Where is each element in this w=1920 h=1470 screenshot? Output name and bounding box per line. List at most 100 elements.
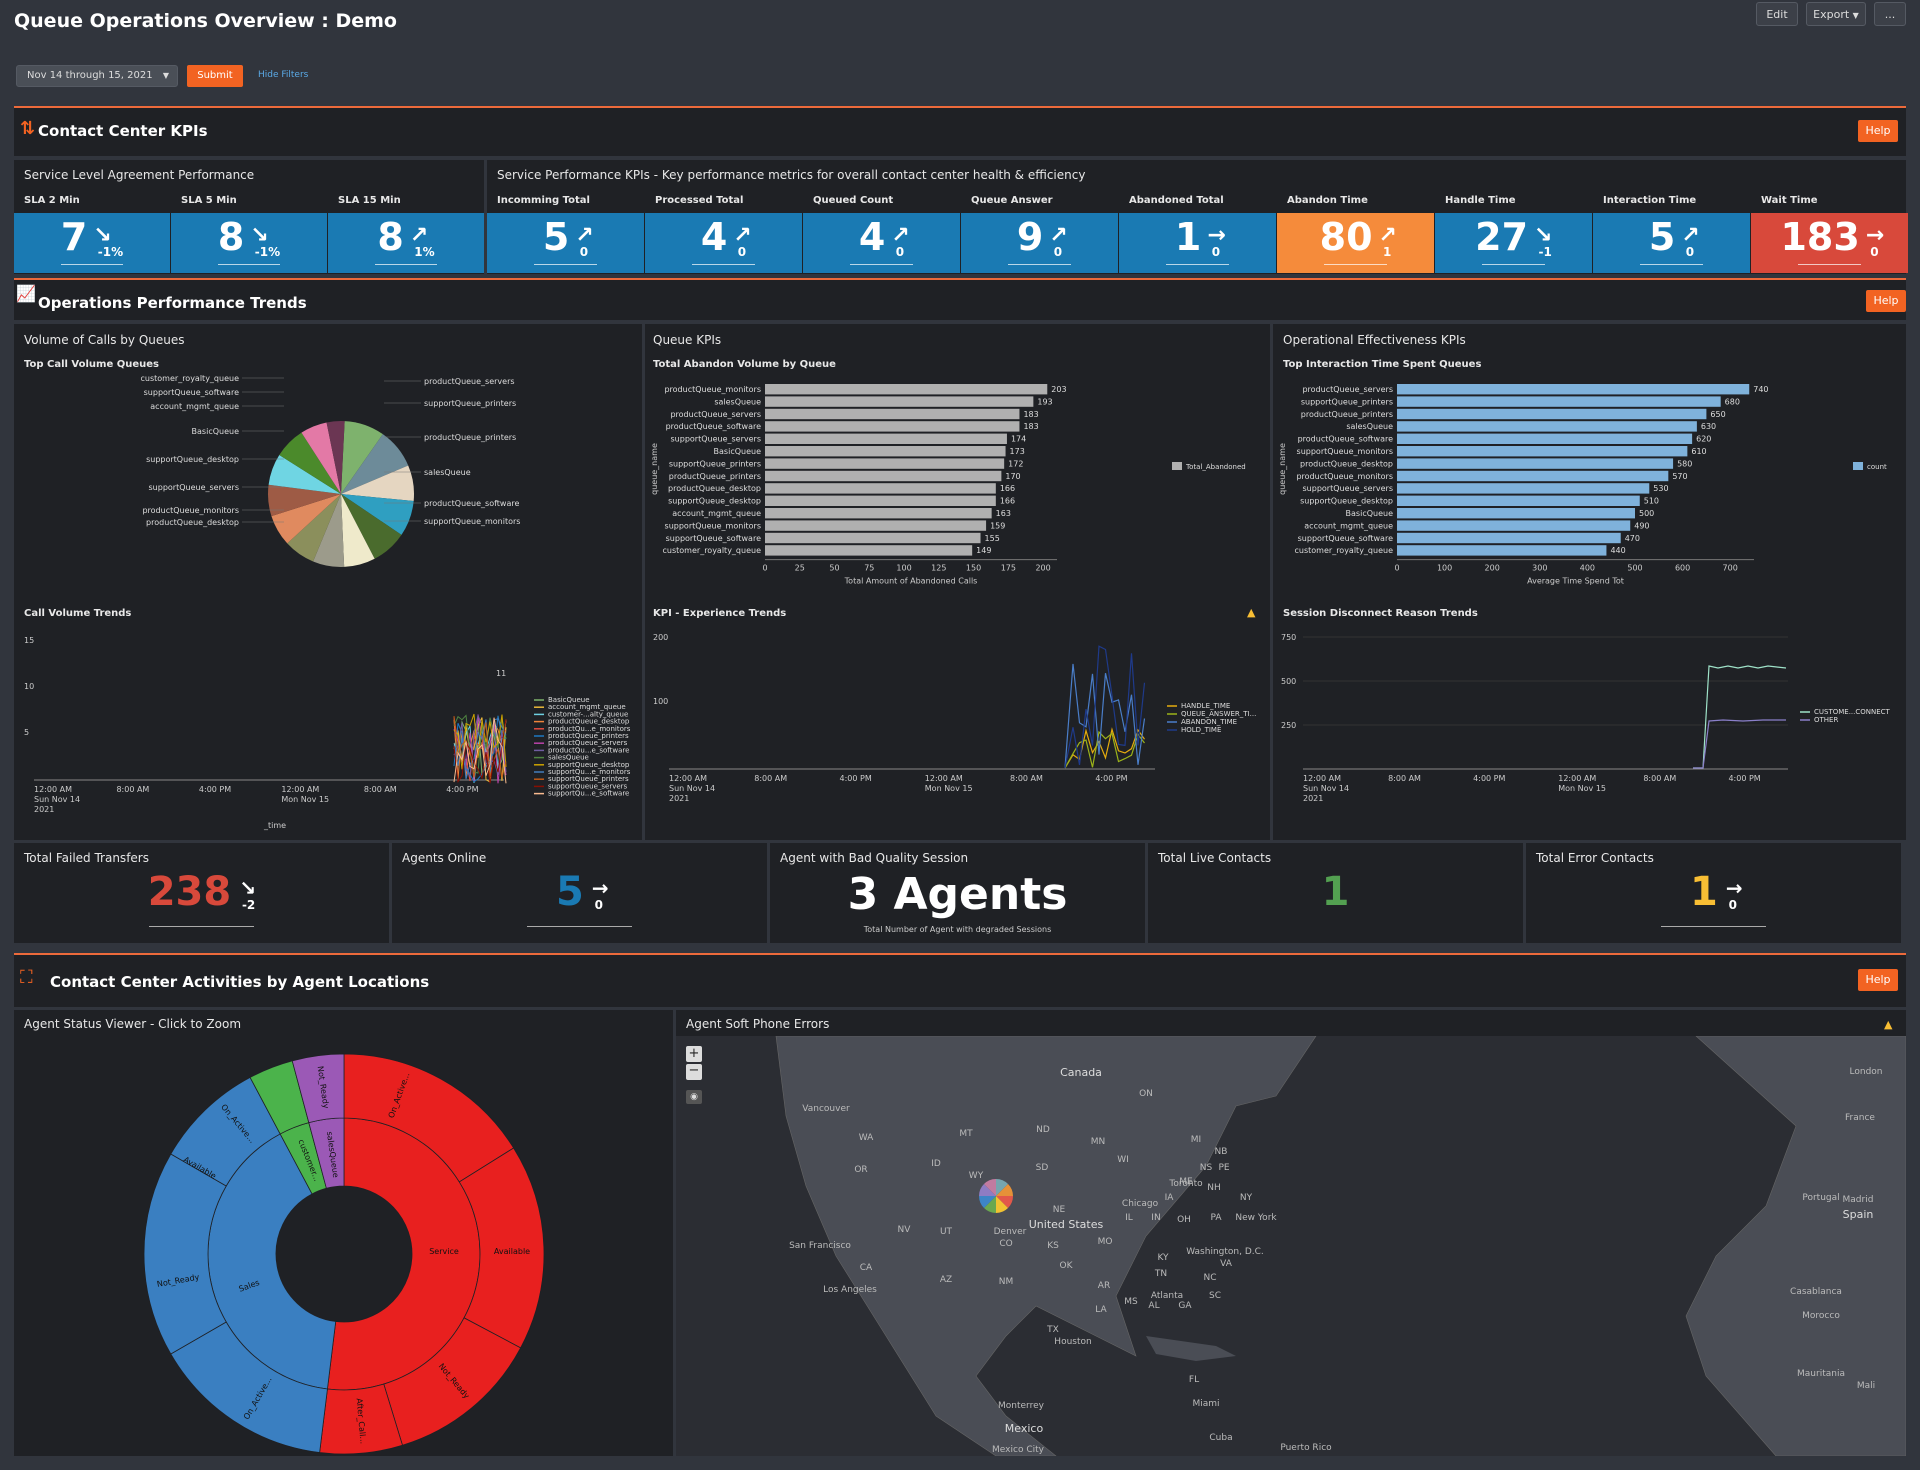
service-kpi-tile[interactable]: 1 →0: [1119, 213, 1276, 273]
pie-slice[interactable]: [313, 494, 345, 567]
pie-slice[interactable]: [287, 494, 341, 562]
bar-value-label: 149: [976, 546, 991, 555]
bar[interactable]: [765, 433, 1007, 444]
error-pie-marker-slice[interactable]: [983, 1196, 996, 1213]
hide-filters-link[interactable]: Hide Filters: [258, 70, 309, 80]
bar[interactable]: [1397, 520, 1631, 531]
service-kpi-tile[interactable]: 9 ↗0: [961, 213, 1118, 273]
bar-value-label: 490: [1634, 521, 1649, 530]
pie-slice[interactable]: [271, 494, 341, 544]
edit-button[interactable]: Edit: [1756, 2, 1798, 26]
pie-slice[interactable]: [341, 421, 383, 494]
bar[interactable]: [1397, 470, 1669, 482]
bar[interactable]: [765, 408, 1020, 420]
legend-swatch: [1853, 462, 1863, 470]
pie-slice[interactable]: [341, 434, 409, 494]
bar[interactable]: [1397, 384, 1750, 395]
bar[interactable]: [1397, 532, 1621, 544]
bar[interactable]: [765, 520, 987, 531]
stat-title: Total Live Contacts: [1158, 851, 1272, 865]
zoom-out-button[interactable]: −: [686, 1064, 702, 1080]
bar[interactable]: [1397, 495, 1640, 506]
bar[interactable]: [765, 508, 992, 519]
error-pie-marker-slice[interactable]: [996, 1183, 1013, 1196]
service-kpi-tile[interactable]: 80 ↗1: [1277, 213, 1434, 273]
y-axis-label: queue_name: [1278, 443, 1287, 495]
service-kpi-tile[interactable]: 5 ↗0: [1593, 213, 1750, 273]
error-pie-marker-slice[interactable]: [979, 1196, 996, 1209]
soft-phone-error-map[interactable]: Canada ON Vancouver WA MT ND MN OR ID WY SD WI MI NB P…: [676, 1036, 1906, 1456]
bar[interactable]: [765, 446, 1006, 457]
bar[interactable]: [1397, 483, 1650, 494]
x-tick-label: 4:00 PM: [446, 785, 478, 794]
pie-slice[interactable]: [341, 465, 414, 502]
locations-help-button[interactable]: Help: [1858, 969, 1898, 991]
bar[interactable]: [765, 532, 981, 544]
sla-tile[interactable]: 8 ↗1%: [328, 213, 484, 273]
service-kpi-tile[interactable]: 183 →0: [1751, 213, 1908, 273]
service-kpi-tile[interactable]: 4 ↗0: [803, 213, 960, 273]
kpi-help-button[interactable]: Help: [1858, 120, 1898, 142]
warning-icon[interactable]: ▲: [1884, 1018, 1893, 1031]
stat-delta: 0: [1728, 898, 1737, 912]
map-label: Toronto: [1168, 1179, 1203, 1189]
pie-slice[interactable]: [279, 432, 341, 494]
bar[interactable]: [1397, 421, 1697, 432]
service-kpi-tile[interactable]: 5 ↗0: [487, 213, 644, 273]
bar[interactable]: [1397, 545, 1607, 556]
service-kpi-tile[interactable]: 4 ↗0: [645, 213, 802, 273]
trends-help-button[interactable]: Help: [1866, 290, 1906, 312]
stat-delta: -2: [241, 898, 256, 912]
pie-slice[interactable]: [341, 494, 375, 567]
bar[interactable]: [1397, 433, 1693, 444]
sla-tile[interactable]: 8 ↘-1%: [171, 213, 327, 273]
sunburst-segment[interactable]: [291, 1053, 345, 1124]
pie-slice[interactable]: [301, 422, 341, 494]
pie-slice[interactable]: [326, 421, 345, 494]
bar-value-label: 183: [1023, 410, 1038, 419]
trend-arrow-icon: →: [1725, 876, 1743, 900]
bar[interactable]: [765, 483, 996, 494]
x-axis-label: Average Time Spend Tot: [1527, 577, 1624, 586]
bar[interactable]: [765, 421, 1020, 432]
interaction-chart-title: Top Interaction Time Spent Queues: [1283, 359, 1482, 370]
zoom-in-button[interactable]: +: [686, 1046, 702, 1062]
error-pie-marker-slice[interactable]: [996, 1196, 1013, 1209]
date-range-picker[interactable]: Nov 14 through 15, 2021 ▼: [16, 65, 178, 87]
export-button[interactable]: Export ▼: [1806, 2, 1866, 26]
bar[interactable]: [1397, 408, 1707, 420]
map-label: ME: [1179, 1177, 1193, 1187]
pie-slice[interactable]: [341, 494, 402, 559]
bar[interactable]: [765, 470, 1002, 482]
pie-slice[interactable]: [268, 455, 341, 494]
pie-slice[interactable]: [341, 494, 414, 535]
bar-category-label: productQueue_software: [1298, 435, 1393, 444]
service-kpi-value: 1: [1174, 215, 1202, 259]
trend-arrow-icon: ↘: [93, 223, 112, 248]
bar[interactable]: [765, 384, 1048, 395]
camera-icon[interactable]: ◉: [686, 1090, 702, 1104]
agent-status-sunburst[interactable]: On_Active...Service AvailableNot_ReadyAft…: [14, 1034, 673, 1454]
error-pie-marker-slice[interactable]: [983, 1179, 996, 1196]
bar[interactable]: [1397, 446, 1688, 457]
bar[interactable]: [765, 458, 1005, 469]
submit-button[interactable]: Submit: [187, 65, 243, 87]
bar-category-label: productQueue_monitors: [664, 385, 761, 394]
legend-label: supportQueue_printers: [548, 775, 629, 783]
error-pie-marker-slice[interactable]: [979, 1183, 996, 1196]
bar-category-label: productQueue_servers: [670, 410, 761, 419]
bar[interactable]: [765, 545, 973, 556]
bar[interactable]: [1397, 508, 1635, 519]
service-kpi-tile[interactable]: 27 ↘-1: [1435, 213, 1592, 273]
error-pie-marker-slice[interactable]: [996, 1179, 1009, 1196]
sla-tile[interactable]: 7 ↘-1%: [14, 213, 170, 273]
stat-value-group: 3 Agents: [770, 869, 1145, 920]
bar[interactable]: [1397, 458, 1674, 469]
warning-icon[interactable]: ▲: [1247, 606, 1256, 619]
bar[interactable]: [765, 396, 1034, 407]
more-button[interactable]: ...: [1874, 2, 1906, 26]
pie-slice[interactable]: [268, 484, 341, 517]
error-pie-marker-slice[interactable]: [996, 1196, 1009, 1213]
bar[interactable]: [765, 495, 996, 506]
bar[interactable]: [1397, 396, 1721, 407]
